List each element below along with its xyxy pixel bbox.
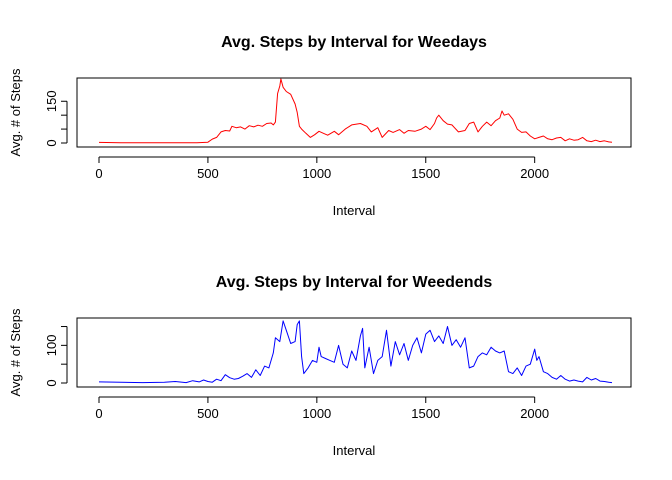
weekend-y-tick-label: 100 (44, 335, 59, 357)
weekday-panel: Avg. Steps by Interval for Weedays 0 500 10… (8, 34, 632, 218)
weekday-y-axis-label: Avg. # of Steps (8, 68, 23, 156)
weekday-y-tick-label: 0 (44, 139, 59, 146)
weekend-panel: Avg. Steps by Interval for Weedends 0 500 1… (8, 274, 632, 458)
weekend-x-tick-label: 500 (197, 406, 219, 421)
weekday-x-axis-label: Interval (333, 203, 376, 218)
weekend-y-tick-label: 0 (44, 379, 59, 386)
weekend-x-tick-label: 1000 (302, 406, 331, 421)
weekday-x-tick-label: 2000 (520, 166, 549, 181)
weekend-x-tick-label: 0 (95, 406, 102, 421)
weekday-chart-title: Avg. Steps by Interval for Weedays (221, 34, 487, 51)
weekday-series-line (98, 78, 613, 144)
weekday-x-tick-label: 500 (197, 166, 219, 181)
weekend-y-axis-label: Avg. # of Steps (8, 308, 23, 396)
weekend-plot-frame (76, 317, 632, 388)
weekday-plot-frame (76, 77, 632, 148)
weekday-x-tick-label: 0 (95, 166, 102, 181)
weekday-y-tick-label: 150 (44, 90, 59, 112)
weekday-x-tick-label: 1000 (302, 166, 331, 181)
weekend-x-axis-label: Interval (333, 443, 376, 458)
weekend-chart-title: Avg. Steps by Interval for Weedends (216, 274, 493, 291)
weekend-x-tick-label: 1500 (411, 406, 440, 421)
weekend-x-tick-label: 2000 (520, 406, 549, 421)
weekend-series-line (98, 320, 613, 384)
weekday-x-tick-label: 1500 (411, 166, 440, 181)
